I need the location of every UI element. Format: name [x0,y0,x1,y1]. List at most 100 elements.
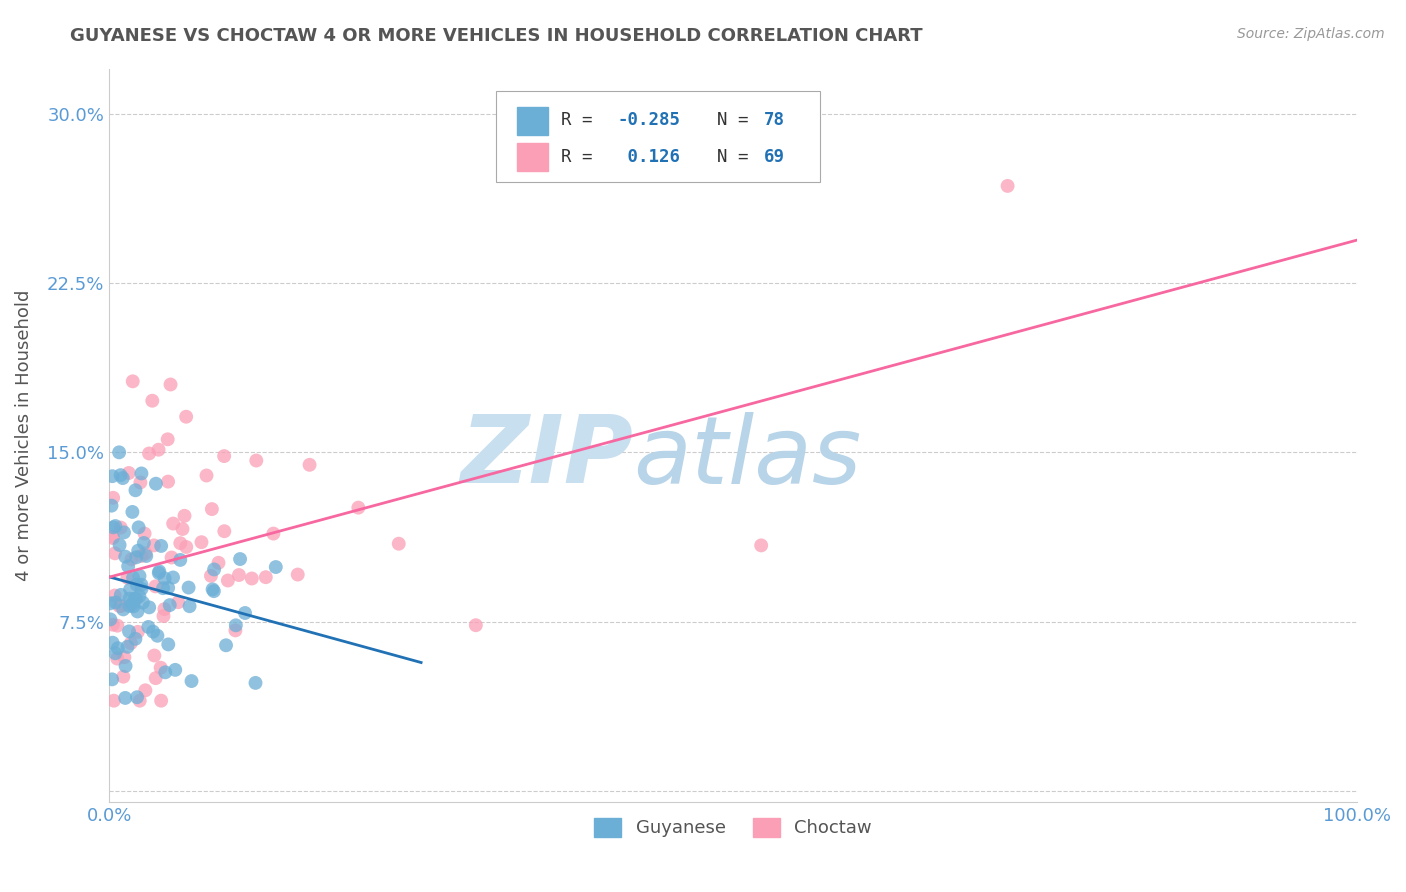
Point [997,178,1019,193]
Point [148,442,170,457]
Legend: Guyanese, Choctaw: Guyanese, Choctaw [586,811,879,845]
Point [145,579,167,593]
Point [101,635,124,649]
Point [132,536,155,550]
Bar [517,107,548,135]
Point [124,632,146,646]
Point [287,567,309,582]
Point [110,468,132,483]
Point [142,624,165,639]
Point [135,549,157,563]
Point [153,602,176,616]
Point [145,476,167,491]
Point [160,550,183,565]
Point [224,624,246,638]
Point [190,535,212,549]
Point [104,546,127,560]
Point [214,524,236,539]
Point [138,620,160,634]
Point [167,595,190,609]
Point [104,519,127,533]
Point [388,537,411,551]
Point [165,663,187,677]
Text: R =: R = [561,111,603,128]
Point [117,559,139,574]
Text: GUYANESE VS CHOCTAW 4 OR MORE VEHICLES IN HOUSEHOLD CORRELATION CHART: GUYANESE VS CHOCTAW 4 OR MORE VEHICLES I… [70,27,922,45]
Point [464,618,486,632]
Point [149,661,172,675]
Point [143,648,166,663]
Point [298,458,321,472]
Point [100,596,122,610]
Point [146,629,169,643]
Point [127,624,149,639]
Point [124,591,146,606]
Point [112,670,135,684]
Point [201,582,224,597]
Point [104,589,127,603]
Point [117,571,139,585]
Point [110,588,132,602]
Point [125,690,148,705]
Point [228,568,250,582]
Point [107,618,129,632]
Point [100,499,122,513]
Point [156,433,179,447]
Point [118,591,141,606]
Point [202,562,225,576]
Point [131,578,153,592]
Point [101,530,124,544]
Y-axis label: 4 or more Vehicles in Household: 4 or more Vehicles in Household [15,290,32,581]
Point [108,599,131,613]
Point [173,508,195,523]
Point [121,375,143,389]
Point [121,597,143,611]
Point [101,673,124,687]
Point [125,577,148,591]
Point [153,571,176,585]
Point [245,676,267,690]
Point [128,520,150,534]
Point [135,546,157,560]
Point [180,674,202,689]
Bar [517,144,548,171]
Point [145,671,167,685]
Point [105,651,128,665]
Point [128,569,150,583]
Point [174,540,197,554]
Point [233,606,256,620]
Point [262,526,284,541]
Point [150,539,173,553]
Point [129,549,152,563]
Point [162,570,184,584]
Point [142,538,165,552]
Point [179,599,201,614]
Point [120,636,142,650]
Point [111,471,134,485]
Point [128,694,150,708]
Point [172,522,194,536]
Point [117,640,139,654]
Point [110,520,132,534]
Point [108,538,131,552]
Point [118,624,141,639]
Point [150,694,173,708]
FancyBboxPatch shape [496,90,821,182]
Point [148,565,170,579]
Point [138,446,160,460]
Point [100,612,122,626]
Point [217,574,239,588]
Point [118,466,141,480]
Point [114,549,136,564]
Point [103,694,125,708]
Point [112,650,135,665]
Point [202,584,225,599]
Point [122,571,145,585]
Point [240,572,263,586]
Point [169,553,191,567]
Point [264,560,287,574]
Point [245,453,267,467]
Point [107,641,129,656]
Point [118,599,141,613]
Point [195,468,218,483]
